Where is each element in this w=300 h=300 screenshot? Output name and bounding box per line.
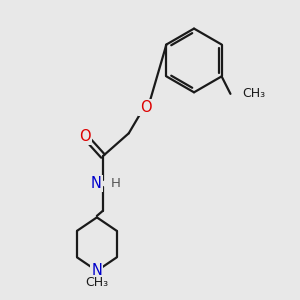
Text: H: H [111,177,121,190]
Text: O: O [140,100,151,115]
Text: O: O [79,129,91,144]
Text: CH₃: CH₃ [85,275,108,289]
Text: N: N [92,263,102,278]
Text: N: N [91,176,102,191]
Text: CH₃: CH₃ [243,87,266,100]
